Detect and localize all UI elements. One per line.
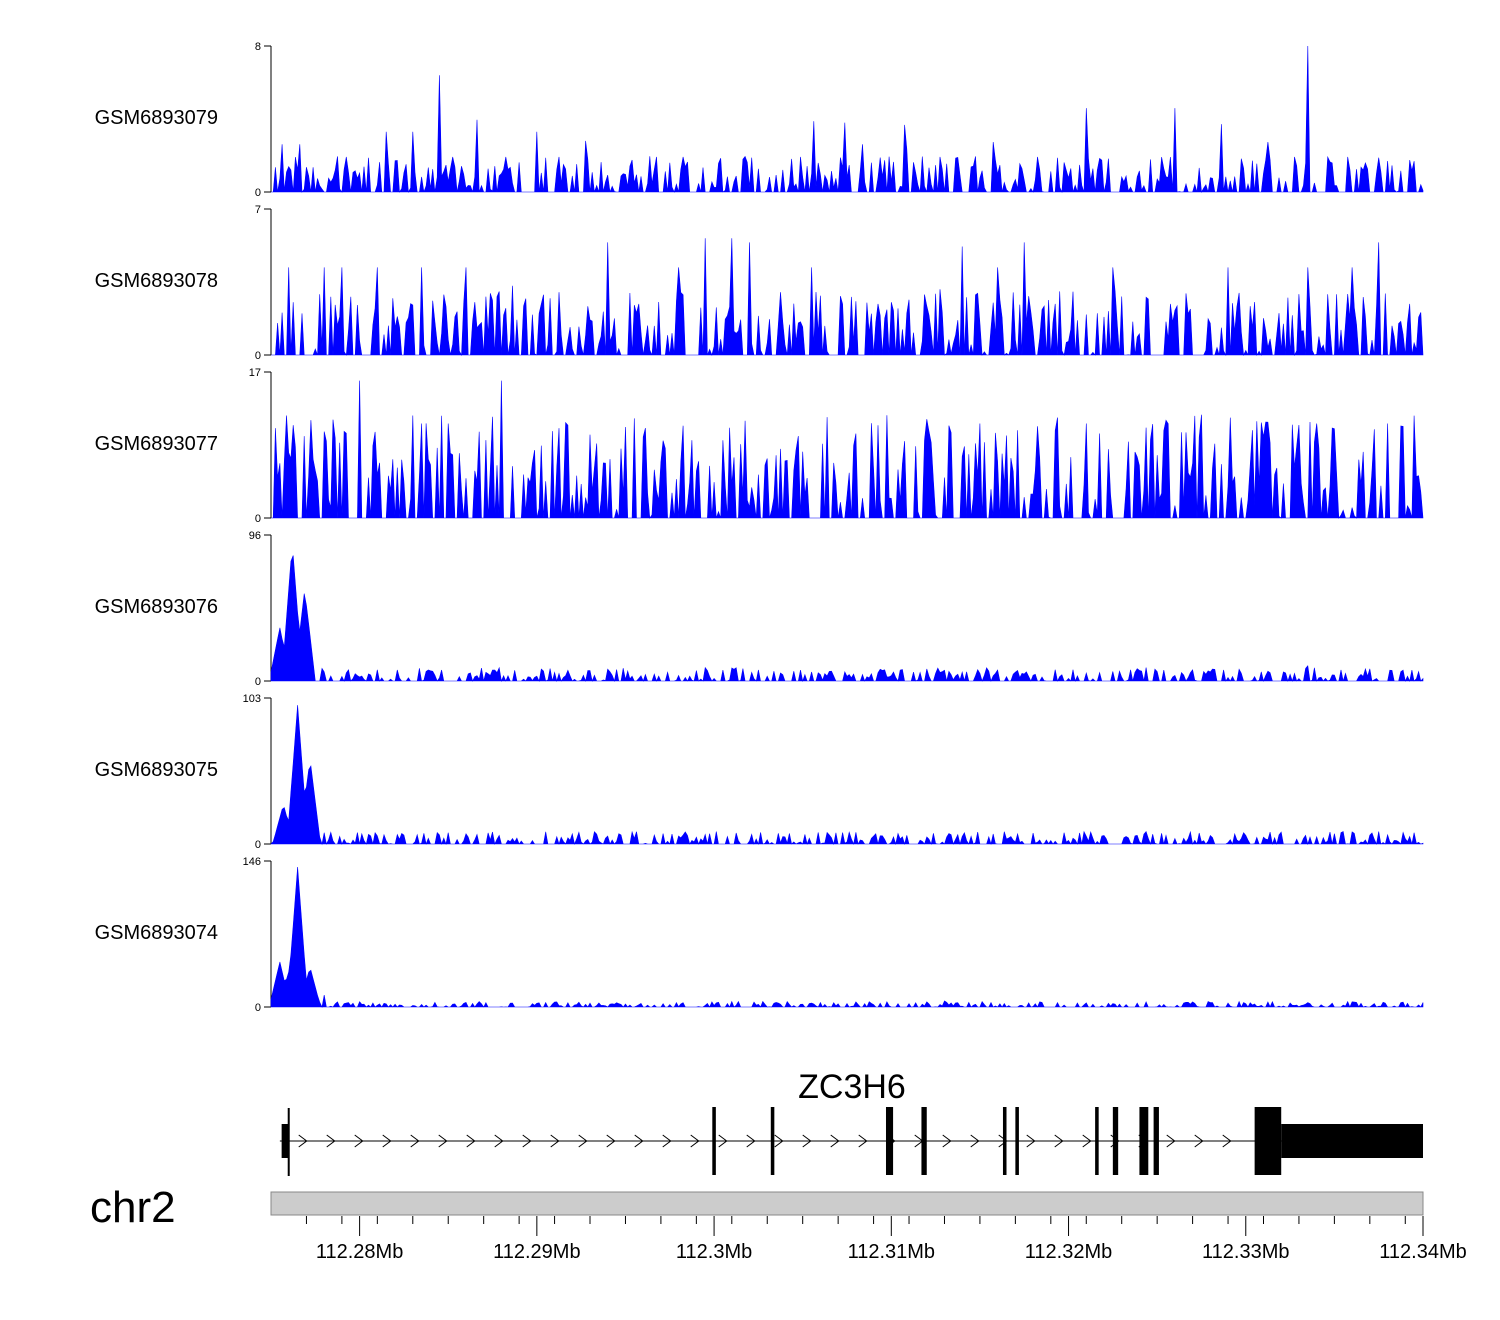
coding-exon (1002, 1107, 1007, 1175)
track-label: GSM6893077 (95, 433, 218, 455)
genome-tick-label: 112.33Mb (1202, 1241, 1289, 1263)
coverage-area (270, 705, 1424, 846)
genome-tick-label: 112.32Mb (1025, 1241, 1112, 1263)
strand-arrow (382, 1134, 392, 1148)
coverage-area (270, 866, 1424, 1008)
utr-exon (1281, 1124, 1423, 1158)
chromosome-band (270, 1191, 1424, 1216)
coverage-area (271, 45, 1424, 194)
y-min-label: 0 (255, 676, 261, 688)
track-label: GSM6893079 (95, 107, 218, 129)
strand-arrow (970, 1134, 980, 1148)
strand-arrow (1054, 1134, 1064, 1148)
y-max-label: 103 (243, 693, 261, 705)
strand-arrow (550, 1134, 560, 1148)
strand-arrow (578, 1134, 588, 1148)
y-max-label: 8 (255, 41, 261, 53)
coverage-area (271, 238, 1424, 357)
strand-arrow (858, 1134, 868, 1148)
strand-arrow (830, 1134, 840, 1148)
chromosome-axis: chr2 112.28Mb 112.29Mb 112.3Mb 112.31Mb 112.3… (90, 1183, 1467, 1263)
track-GSM6893078: GSM6893078 7 0 (95, 204, 1424, 362)
strand-arrow (690, 1134, 700, 1148)
strand-arrow (438, 1134, 448, 1148)
strand-arrow (1082, 1134, 1092, 1148)
chromosome-label: chr2 (90, 1183, 176, 1232)
strand-arrow (1166, 1134, 1176, 1148)
track-label: GSM6893075 (95, 759, 218, 781)
strand-arrow (662, 1134, 672, 1148)
genome-tick-label: 112.31Mb (848, 1241, 935, 1263)
strand-arrow (606, 1134, 616, 1148)
genome-tick-label: 112.28Mb (316, 1241, 403, 1263)
strand-arrow (1026, 1134, 1036, 1148)
strand-arrow (634, 1134, 644, 1148)
y-min-label: 0 (255, 1002, 261, 1014)
y-min-label: 0 (255, 350, 261, 362)
coding-exon (712, 1107, 716, 1175)
track-label: GSM6893074 (95, 922, 218, 944)
coding-exon (1095, 1107, 1099, 1175)
track-GSM6893074: GSM6893074 146 0 (95, 856, 1424, 1014)
strand-arrow (354, 1134, 364, 1148)
strand-arrow (802, 1134, 812, 1148)
strand-arrow (998, 1134, 1008, 1148)
coverage-tracks: GSM689307980GSM689307870GSM6893077170GSM… (95, 41, 1424, 1014)
strand-arrow (522, 1134, 532, 1148)
coding-exon (1139, 1107, 1149, 1175)
y-max-label: 7 (255, 204, 261, 216)
strand-arrow (718, 1134, 728, 1148)
y-min-label: 0 (255, 187, 261, 199)
utr-exon (281, 1124, 289, 1158)
strand-arrow (494, 1134, 504, 1148)
coding-exon (1153, 1107, 1159, 1175)
strand-arrow (410, 1134, 420, 1148)
genome-tick-label: 112.34Mb (1379, 1241, 1466, 1263)
coding-exon (770, 1107, 775, 1175)
coding-exon (1015, 1107, 1019, 1175)
coding-exon (921, 1107, 927, 1175)
strand-arrow (1222, 1134, 1232, 1148)
gene-label: ZC3H6 (798, 1068, 906, 1106)
track-GSM6893079: GSM6893079 8 0 (95, 41, 1424, 199)
track-GSM6893075: GSM6893075 103 0 (95, 693, 1424, 851)
y-min-label: 0 (255, 513, 261, 525)
genome-tick-label: 112.3Mb (676, 1241, 752, 1263)
strand-arrow (298, 1134, 308, 1148)
strand-arrow (1194, 1134, 1204, 1148)
track-GSM6893076: GSM6893076 96 0 (95, 530, 1424, 688)
strand-arrow (942, 1134, 952, 1148)
track-GSM6893077: GSM6893077 17 0 (95, 367, 1424, 525)
strand-arrow (326, 1134, 336, 1148)
track-label: GSM6893076 (95, 596, 218, 618)
y-max-label: 146 (243, 856, 261, 868)
coding-exon (885, 1107, 894, 1175)
y-max-label: 17 (249, 367, 261, 379)
strand-arrow (466, 1134, 476, 1148)
coverage-area (271, 380, 1424, 519)
track-label: GSM6893078 (95, 270, 218, 292)
strand-arrow (774, 1134, 784, 1148)
coding-exon (1112, 1107, 1119, 1175)
coding-exon (1254, 1107, 1282, 1175)
y-max-label: 96 (249, 530, 261, 542)
genome-tick-label: 112.29Mb (493, 1241, 580, 1263)
gene-model: ZC3H6 (279, 1068, 1423, 1176)
coverage-area (270, 555, 1424, 683)
strand-arrow (746, 1134, 756, 1148)
y-min-label: 0 (255, 839, 261, 851)
